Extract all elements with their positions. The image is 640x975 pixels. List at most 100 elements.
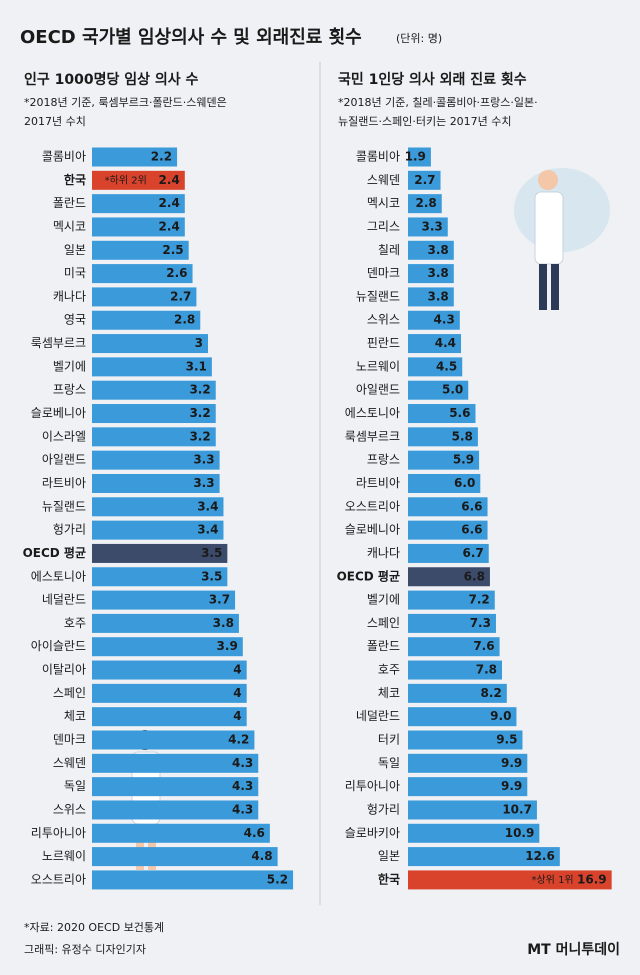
- category-label: 멕시코: [367, 196, 400, 210]
- category-label: 헝가리: [367, 802, 400, 816]
- value-label: 4: [233, 663, 241, 677]
- bar: [92, 590, 236, 610]
- bar: [408, 683, 507, 703]
- category-label: 칠레: [378, 243, 400, 257]
- category-label: 이탈리아: [42, 663, 86, 677]
- bar: [408, 637, 500, 657]
- category-label: 오스트리아: [345, 499, 400, 513]
- category-label: 핀란드: [367, 336, 400, 350]
- category-label: 멕시코: [53, 219, 86, 233]
- bar: [408, 450, 480, 470]
- category-label: 프랑스: [367, 453, 400, 467]
- value-label: 2.8: [415, 196, 436, 210]
- value-label: 2.6: [166, 266, 187, 280]
- value-label: 3.3: [193, 453, 214, 467]
- value-label: 10.7: [502, 802, 532, 816]
- bar: [408, 147, 431, 167]
- bar: [408, 170, 441, 190]
- value-label: 9.5: [496, 733, 517, 747]
- category-label: 덴마크: [53, 733, 86, 747]
- bar: [92, 240, 189, 260]
- value-label: 7.2: [468, 593, 489, 607]
- category-label: 에스토니아: [31, 569, 86, 583]
- value-label: 16.9: [577, 872, 607, 886]
- annotation: *상위 1위: [531, 873, 573, 886]
- category-label: 폴란드: [367, 639, 400, 653]
- page-title: OECD 국가별 임상의사 수 및 외래진료 횟수: [20, 27, 362, 48]
- bar: [92, 380, 216, 400]
- value-label: 2.4: [159, 219, 180, 233]
- value-label: 3.3: [193, 476, 214, 490]
- value-label: 8.2: [481, 686, 502, 700]
- value-label: 5.6: [449, 406, 470, 420]
- value-label: 3.8: [428, 243, 449, 257]
- value-label: 5.9: [453, 453, 474, 467]
- value-label: 7.3: [470, 616, 491, 630]
- category-label: OECD 평균: [337, 569, 400, 583]
- bar: [408, 847, 560, 867]
- bar: [408, 800, 537, 820]
- bar: [408, 310, 460, 330]
- credit: 그래픽: 유정수 디자인기자: [24, 943, 146, 956]
- value-label: 3.8: [428, 289, 449, 303]
- value-label: 2.5: [162, 243, 183, 257]
- bar: [408, 497, 488, 517]
- category-label: 독일: [64, 779, 86, 793]
- category-label: 캐나다: [367, 546, 400, 560]
- value-label: 6.6: [461, 523, 482, 537]
- category-label: 스페인: [53, 686, 86, 700]
- chart-title: 인구 1000명당 임상 의사 수: [24, 71, 199, 88]
- category-label: 아일랜드: [356, 383, 400, 397]
- bar: [408, 590, 495, 610]
- bar: [92, 217, 185, 237]
- value-label: 1.9: [405, 150, 426, 164]
- bar: [408, 334, 462, 354]
- category-label: 노르웨이: [42, 849, 86, 863]
- value-label: 9.9: [501, 779, 522, 793]
- bar: [408, 264, 454, 284]
- value-label: 2.2: [151, 150, 172, 164]
- bar: [408, 404, 476, 424]
- value-label: 9.0: [490, 709, 511, 723]
- bar: [92, 147, 178, 167]
- bar: [92, 473, 220, 493]
- category-label: 체코: [64, 709, 86, 723]
- value-label: 3.4: [197, 499, 218, 513]
- category-label: 체코: [378, 686, 400, 700]
- chart-note: *2018년 기준, 룩셈부르크·폴란드·스웨덴은: [24, 96, 227, 109]
- value-label: 6.6: [461, 499, 482, 513]
- category-label: 오스트리아: [31, 872, 86, 886]
- category-label: 슬로바키아: [345, 826, 400, 840]
- bar: [92, 357, 212, 377]
- bar: [408, 660, 502, 680]
- bar: [92, 497, 224, 517]
- bar: [408, 753, 528, 773]
- category-label: 벨기에: [367, 593, 400, 607]
- bar: [92, 847, 278, 867]
- value-label: 9.9: [501, 756, 522, 770]
- value-label: 4.8: [251, 849, 272, 863]
- category-label: 노르웨이: [356, 359, 400, 373]
- value-label: 3.8: [213, 616, 234, 630]
- value-label: 5.2: [267, 872, 288, 886]
- source: *자료: 2020 OECD 보건통계: [24, 921, 164, 934]
- bar: [92, 823, 270, 843]
- category-label: 스위스: [53, 802, 86, 816]
- bar: [408, 240, 454, 260]
- bar: [92, 543, 228, 563]
- bar: [92, 427, 216, 447]
- value-label: 5.0: [442, 383, 463, 397]
- bar: [92, 730, 255, 750]
- value-label: 3.3: [421, 219, 442, 233]
- category-label: 뉴질랜드: [42, 499, 86, 513]
- value-label: 2.4: [159, 196, 180, 210]
- bar: [92, 334, 208, 354]
- value-label: 6.7: [462, 546, 483, 560]
- value-label: 3.4: [197, 523, 218, 537]
- category-label: 네덜란드: [42, 593, 86, 607]
- bar: [408, 427, 478, 447]
- chart-note: 2017년 수치: [24, 115, 86, 128]
- bar: [408, 613, 496, 633]
- value-label: 3.9: [217, 639, 238, 653]
